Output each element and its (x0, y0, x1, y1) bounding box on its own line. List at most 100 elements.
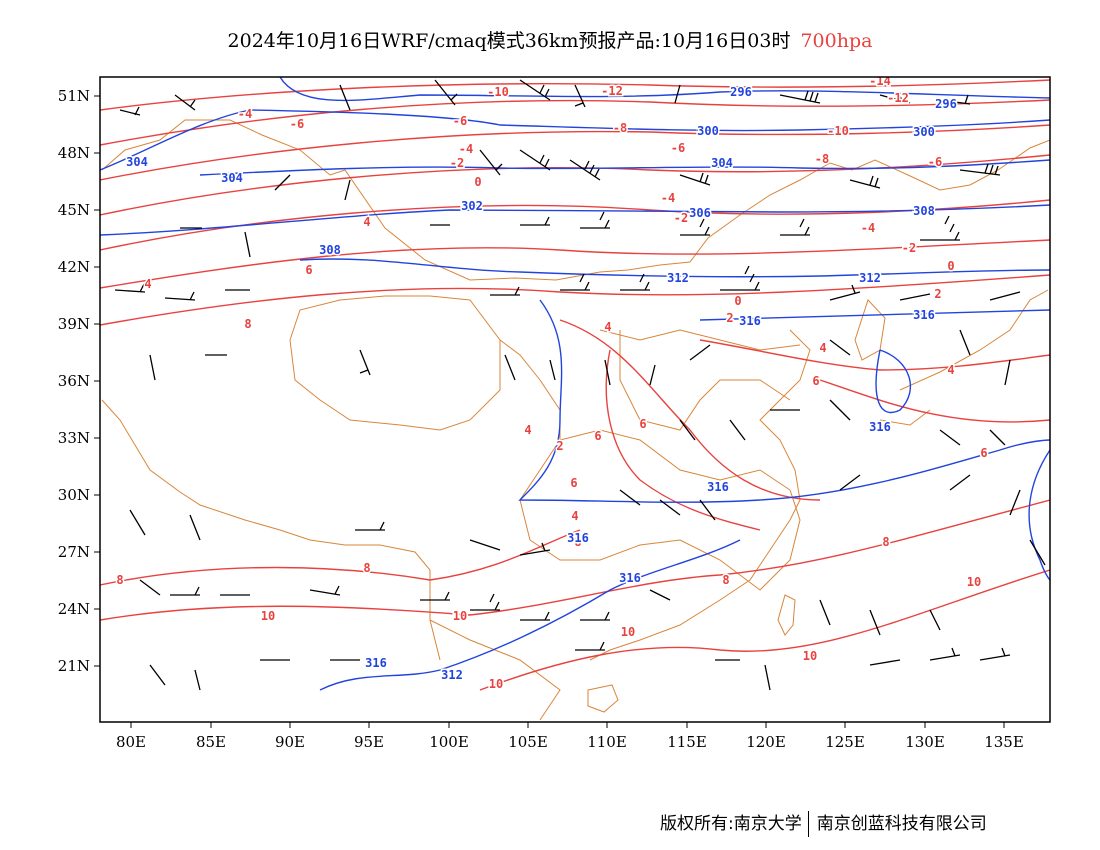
wind-barb (929, 609, 941, 631)
temperature-label: -8 (613, 121, 627, 135)
wind-barb (519, 149, 551, 171)
temperature-label: -4 (661, 191, 675, 205)
wind-barb (959, 163, 1001, 176)
taiwan-outline (777, 594, 796, 636)
wind-barb (699, 499, 716, 521)
temperature-isoline (605, 349, 761, 531)
temperature-label: -6 (290, 117, 304, 131)
wind-barb (829, 339, 851, 356)
temperature-label: 10 (621, 625, 635, 639)
temperature-label: 4 (363, 215, 370, 229)
wind-barb (149, 664, 166, 686)
lat-label: 48N (58, 144, 90, 162)
wind-barb (780, 218, 810, 236)
wind-barb (620, 273, 650, 291)
copyright-divider (807, 811, 809, 837)
lon-label: 130E (905, 733, 945, 751)
temperature-label: -6 (928, 155, 942, 169)
wind-barb (434, 79, 458, 106)
height-label: 316 (619, 571, 641, 585)
temperature-label: -14 (869, 74, 891, 88)
wind-barb (560, 273, 590, 291)
temperature-label: -10 (487, 85, 509, 99)
wind-barb (959, 329, 971, 356)
height-label: 316 (365, 656, 387, 670)
wind-barb (1009, 489, 1021, 516)
height-label: 316 (707, 480, 729, 494)
temperature-label: 2 (726, 311, 733, 325)
temperature-label: 4 (604, 320, 611, 334)
lat-label: 27N (58, 543, 90, 561)
lon-label: 80E (116, 733, 146, 751)
wind-barb (580, 611, 610, 621)
height-label: 296 (730, 85, 752, 99)
temperature-isoline (100, 79, 1050, 111)
lat-label: 21N (58, 657, 90, 675)
title-main: 2024年10月16日WRF/cmaq模式36km预报产品:10月16日03时 (227, 30, 791, 52)
wind-barb (119, 106, 141, 116)
height-isoline (1028, 449, 1050, 581)
wind-barbs (114, 79, 1046, 691)
wind-barb (929, 647, 961, 661)
province-boundary (619, 330, 791, 431)
lon-label: 95E (354, 733, 384, 751)
lon-label: 125E (825, 733, 865, 751)
lat-label: 30N (58, 486, 90, 504)
height-label: 304 (126, 155, 148, 169)
temperature-label: -6 (453, 114, 467, 128)
wind-barb (580, 211, 610, 229)
temperature-isoline (100, 239, 1050, 289)
lat-label: 42N (58, 258, 90, 276)
wind-barb (674, 84, 681, 104)
temperature-label: 0 (947, 259, 954, 273)
temperature-isoline (100, 529, 581, 586)
wind-barb (879, 91, 911, 104)
wind-barb (720, 265, 760, 291)
height-label: 302 (461, 199, 483, 213)
wind-barb (649, 364, 656, 386)
wind-barb (339, 84, 351, 111)
wind-barb (174, 94, 196, 111)
height-label: 304 (711, 156, 733, 170)
temperature-isoline (559, 319, 821, 501)
temperature-label: 4 (571, 509, 578, 523)
province-boundary (499, 339, 801, 591)
height-label: 296 (935, 97, 957, 111)
height-label: 304 (221, 171, 243, 185)
temperature-label: 6 (980, 446, 987, 460)
temperature-isoline (100, 99, 1050, 146)
temperature-label: 4 (819, 341, 826, 355)
temperature-isoline (100, 499, 1050, 621)
wind-barb (129, 509, 146, 536)
temperature-label: 4 (524, 423, 531, 437)
wind-barb (689, 344, 711, 361)
wind-barb (194, 669, 201, 691)
height-label: 308 (913, 204, 935, 218)
temperature-label: 0 (474, 175, 481, 189)
height-isoline (100, 204, 1050, 236)
wind-barb (469, 539, 501, 551)
temperature-label: -2 (902, 241, 916, 255)
wind-barb (679, 172, 711, 186)
wind-barb (1029, 539, 1046, 566)
temperature-label: 0 (734, 294, 741, 308)
wind-barb (659, 499, 681, 516)
wind-barb (779, 90, 821, 104)
lon-label: 135E (984, 733, 1024, 751)
wind-barb (470, 593, 500, 611)
wind-barb (504, 354, 516, 381)
height-isoline (199, 159, 1050, 176)
temperature-label: 6 (639, 417, 646, 431)
indochina-outline (429, 619, 561, 721)
temperature-label: 10 (803, 649, 817, 663)
temperature-label: 6 (570, 476, 577, 490)
lon-label: 120E (746, 733, 786, 751)
wind-barb (819, 599, 831, 626)
wind-barb (949, 474, 971, 491)
temperature-label: 8 (722, 573, 729, 587)
temperature-label: -4 (861, 221, 875, 235)
country-boundary (101, 119, 1050, 281)
latitude-axis: 51N 48N 45N 42N 39N 36N 33N 30N 27N 24N … (58, 87, 100, 675)
temperature-label: 6 (594, 429, 601, 443)
temperature-label: -2 (674, 211, 688, 225)
